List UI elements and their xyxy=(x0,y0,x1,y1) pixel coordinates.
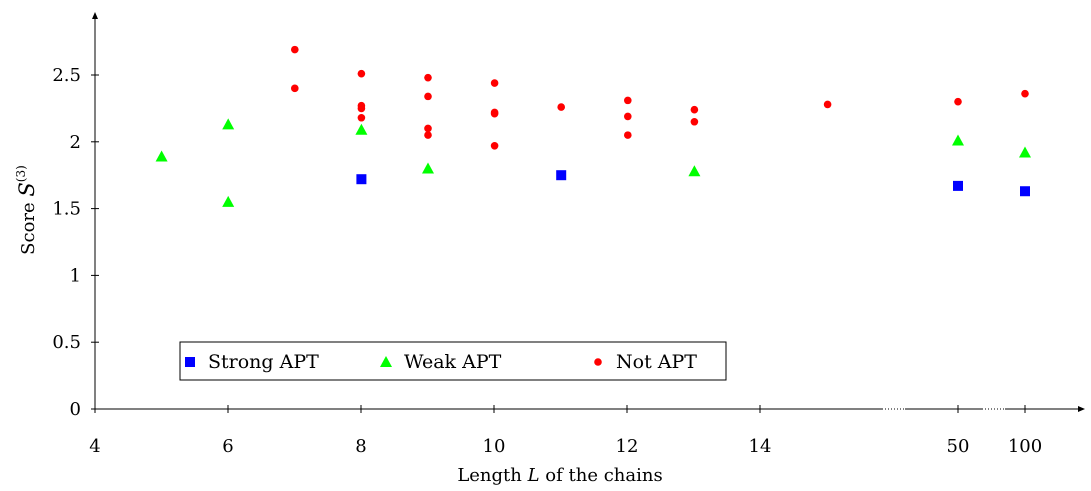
y-tick-label: 0.5 xyxy=(52,332,81,353)
not-apt-point xyxy=(424,124,432,133)
x-axis-title: Length L of the chains xyxy=(457,465,662,486)
series-triangle xyxy=(155,118,1031,207)
y-axis-title-superscript: (3) xyxy=(14,165,28,182)
legend-box xyxy=(179,341,727,381)
y-tick-label: 1.5 xyxy=(52,199,81,220)
not-apt-point xyxy=(357,69,366,78)
weak-apt-point xyxy=(688,165,701,177)
strong-apt-point xyxy=(953,180,963,191)
weak-apt-point xyxy=(222,118,235,130)
x-tick-label: 8 xyxy=(355,436,366,457)
y-axis-title-prefix: Score xyxy=(18,197,39,255)
not-apt-point xyxy=(490,142,499,150)
not-apt-point xyxy=(823,100,832,109)
not-apt-point xyxy=(624,96,632,105)
legend: Strong APT Weak APT Not APT xyxy=(179,341,727,381)
data-points xyxy=(155,45,1031,207)
y-tick-label: 2.5 xyxy=(52,65,81,86)
legend-label: Weak APT xyxy=(404,351,502,373)
strong-apt-point xyxy=(1020,186,1030,197)
not-apt-point xyxy=(624,112,632,121)
legend-label: Strong APT xyxy=(208,351,319,373)
x-tick-label: 50 xyxy=(947,436,970,457)
x-axis-title-before: Length xyxy=(457,465,527,486)
x-axis-title-var: L xyxy=(527,465,540,486)
not-apt-point xyxy=(954,97,962,106)
not-apt-point xyxy=(291,84,299,93)
series-circle xyxy=(291,45,1029,150)
not-apt-point xyxy=(424,92,432,101)
y-axis-arrow xyxy=(92,12,98,19)
weak-apt-point xyxy=(222,195,235,207)
not-apt-point xyxy=(1021,89,1029,98)
y-tick-label: 2 xyxy=(70,132,81,153)
series-square xyxy=(356,170,1030,197)
strong-apt-point xyxy=(556,170,567,181)
weak-apt-point xyxy=(155,150,168,162)
legend-marker-triangle xyxy=(380,356,392,367)
legend-label: Not APT xyxy=(616,351,697,373)
y-tick-label: 0 xyxy=(70,399,81,420)
not-apt-point xyxy=(357,104,366,113)
x-tick-label: 4 xyxy=(89,436,100,457)
x-axis-arrow xyxy=(1078,406,1085,412)
ticks: 0 0.5 1 1.5 2 2.5 4 6 8 10 12 14 50 100 xyxy=(52,65,1042,457)
y-axis-title: Score S(3) xyxy=(14,165,39,255)
not-apt-point xyxy=(557,103,565,111)
weak-apt-point xyxy=(355,123,368,135)
x-tick-label: 12 xyxy=(616,436,639,457)
legend-marker-square xyxy=(185,357,195,367)
y-tick-label: 1 xyxy=(70,265,81,286)
not-apt-point xyxy=(490,79,499,87)
not-apt-point xyxy=(624,131,632,139)
not-apt-point xyxy=(291,45,299,54)
y-axis-title-symbol: S xyxy=(15,182,39,196)
not-apt-point xyxy=(424,131,432,139)
weak-apt-point xyxy=(422,162,434,174)
not-apt-point xyxy=(690,117,699,126)
weak-apt-point xyxy=(1019,146,1031,158)
axes xyxy=(92,12,1085,412)
not-apt-point xyxy=(490,109,499,118)
not-apt-point xyxy=(690,105,699,114)
x-tick-label: 14 xyxy=(749,436,772,457)
strong-apt-point xyxy=(356,174,367,185)
weak-apt-point xyxy=(952,134,964,146)
x-tick-label: 10 xyxy=(483,436,506,457)
not-apt-point xyxy=(357,113,366,122)
x-tick-label: 6 xyxy=(222,436,233,457)
x-axis-title-after: of the chains xyxy=(540,465,663,486)
not-apt-point xyxy=(424,73,432,82)
legend-marker-circle xyxy=(594,358,602,366)
x-tick-label: 100 xyxy=(1008,436,1042,457)
